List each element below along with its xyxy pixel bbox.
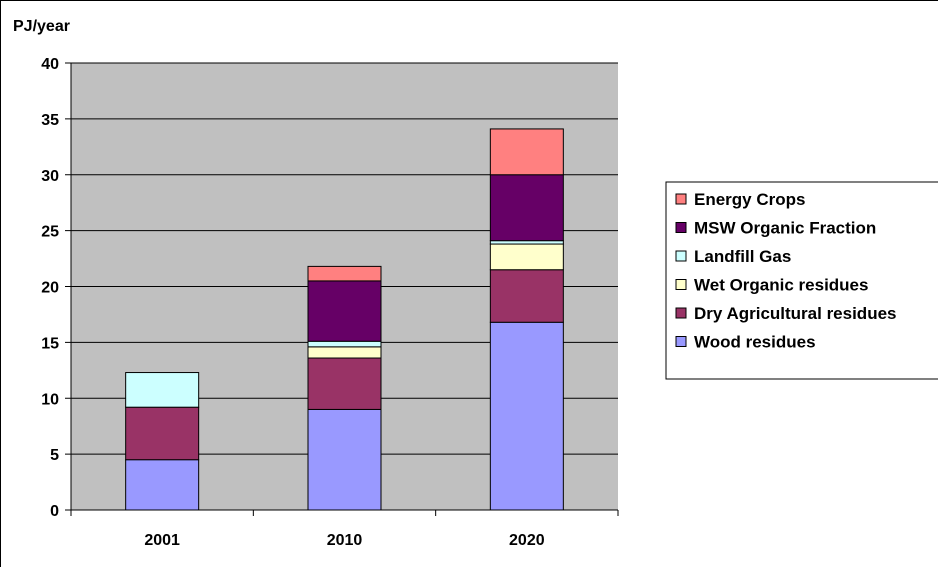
x-tick-label-2020: 2020: [509, 532, 545, 549]
legend-label-dry-agricultural-residues: Dry Agricultural residues: [694, 304, 897, 323]
legend-swatch-energy-crops: [675, 193, 687, 205]
bar-2020-landfill-gas: [489, 240, 564, 245]
bars: [125, 128, 564, 511]
bar-2020-msw-organic-fraction: [489, 174, 564, 242]
legend-swatch-landfill-gas: [675, 250, 687, 262]
y-tick-label-0: 0: [50, 503, 59, 520]
y-tick-label-10: 10: [41, 391, 59, 408]
axes: 0 5 10 15 20 25 30 35 40 2001 2010 2020: [41, 56, 619, 549]
bar-2020-wet-organic-residues: [489, 243, 564, 271]
y-tick-label-30: 30: [41, 168, 59, 185]
bar-2020-dry-agricultural-residues: [489, 269, 564, 323]
y-axis-label: PJ/year: [13, 18, 70, 35]
y-tick-label-5: 5: [50, 447, 59, 464]
legend: Energy Crops MSW Organic Fraction Landfill…: [665, 181, 938, 380]
legend-label-wood-residues: Wood residues: [694, 333, 816, 352]
bar-2020-energy-crops: [489, 128, 564, 176]
x-tick-label-2010: 2010: [327, 532, 363, 549]
y-tick-label-20: 20: [41, 280, 59, 297]
bar-2020-wood-residues: [489, 321, 564, 511]
y-tick-label-40: 40: [41, 56, 59, 73]
legend-swatch-msw-organic-fraction: [675, 222, 687, 233]
legend-swatch-wet-organic-residues: [675, 279, 687, 290]
bar-2001-landfill-gas: [125, 372, 200, 408]
legend-label-msw-organic-fraction: MSW Organic Fraction: [694, 219, 876, 238]
legend-label-wet-organic-residues: Wet Organic residues: [694, 276, 868, 295]
bar-2010-msw-organic-fraction: [307, 280, 382, 342]
y-tick-label-25: 25: [41, 224, 59, 241]
y-tick-label-35: 35: [41, 112, 59, 129]
bar-2001-dry-agricultural-residues: [125, 406, 200, 461]
x-tick-label-2001: 2001: [144, 532, 180, 549]
legend-swatch-wood-residues: [675, 336, 687, 347]
legend-swatch-dry-agricultural-residues: [675, 307, 687, 319]
legend-box: [665, 181, 938, 380]
bar-2010-dry-agricultural-residues: [307, 357, 382, 410]
bar-2010-wet-organic-residues: [307, 346, 382, 359]
bar-2010-landfill-gas: [307, 340, 382, 348]
legend-label-energy-crops: Energy Crops: [694, 190, 805, 209]
bar-2010-energy-crops: [307, 265, 382, 282]
y-tick-label-15: 15: [41, 335, 59, 352]
bar-2001-wood-residues: [125, 459, 200, 511]
bar-2010-wood-residues: [307, 408, 382, 511]
legend-label-landfill-gas: Landfill Gas: [694, 247, 791, 266]
